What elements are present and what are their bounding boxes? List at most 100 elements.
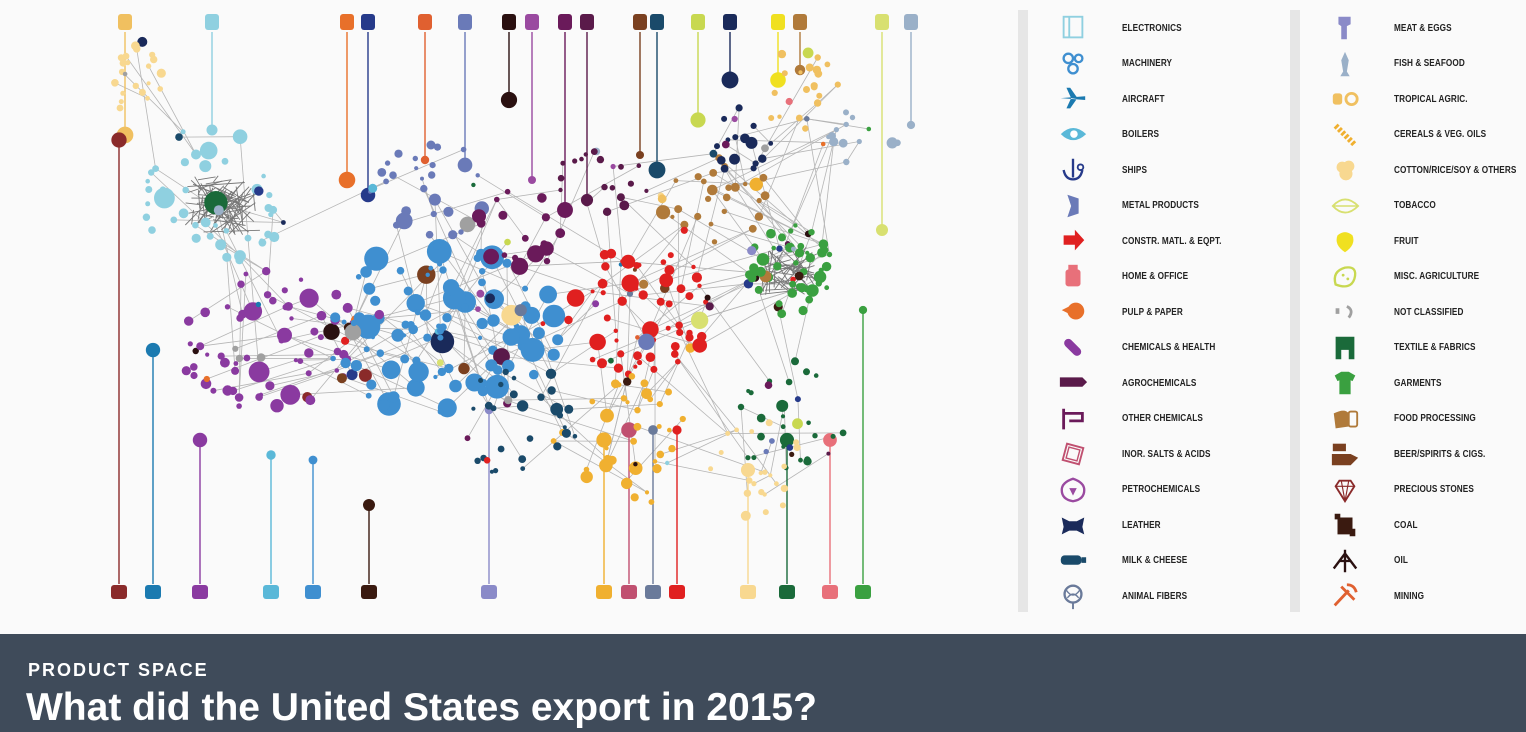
product-node xyxy=(820,141,826,147)
product-node xyxy=(579,156,584,162)
mining-icon xyxy=(1328,581,1362,611)
product-node xyxy=(561,428,572,438)
product-node xyxy=(805,295,814,304)
product-node xyxy=(459,216,476,233)
product-node xyxy=(665,325,671,331)
network-edge xyxy=(626,293,631,382)
product-node xyxy=(150,55,158,64)
product-node xyxy=(527,175,537,185)
product-node xyxy=(758,154,767,163)
product-node xyxy=(599,458,613,473)
product-node xyxy=(793,443,801,452)
product-node xyxy=(589,356,596,363)
legend-item: LEATHER xyxy=(1056,507,1296,543)
product-node xyxy=(690,311,709,329)
network-edge xyxy=(205,179,232,185)
network-edge xyxy=(197,176,216,181)
network-edge xyxy=(546,248,631,295)
product-node xyxy=(608,357,614,364)
product-node xyxy=(341,319,347,325)
textile-icon xyxy=(1328,333,1362,363)
product-node xyxy=(278,337,285,344)
network-edge xyxy=(677,209,680,326)
network-edge xyxy=(238,284,242,398)
product-node xyxy=(476,218,486,228)
product-node xyxy=(330,312,341,323)
product-node xyxy=(779,432,795,448)
product-node xyxy=(572,434,578,439)
legend-item: ELECTRONICS xyxy=(1056,10,1296,46)
product-node xyxy=(344,324,362,341)
product-node xyxy=(282,303,289,311)
product-node xyxy=(818,267,824,273)
animal-fibers-icon xyxy=(1056,581,1090,611)
product-node xyxy=(305,370,312,377)
network-edge xyxy=(629,228,753,295)
product-node xyxy=(774,481,779,487)
product-node xyxy=(547,348,560,361)
product-node xyxy=(843,109,849,116)
product-node xyxy=(420,184,428,193)
product-node xyxy=(589,333,606,351)
product-node xyxy=(430,210,437,218)
network-edge xyxy=(712,129,837,191)
product-node xyxy=(793,260,799,266)
product-node xyxy=(552,334,564,346)
network-edge xyxy=(232,358,334,392)
product-node xyxy=(583,466,590,473)
product-node xyxy=(906,120,916,130)
network-edge xyxy=(496,199,526,239)
network-edge xyxy=(463,301,466,369)
legend-label: BEER/SPIRITS & CIGS. xyxy=(1394,448,1486,460)
product-node xyxy=(589,398,596,405)
category-end-icon xyxy=(740,585,756,599)
product-node xyxy=(760,191,770,201)
product-node xyxy=(376,349,385,358)
network-edge xyxy=(497,369,569,410)
product-node xyxy=(794,248,805,258)
product-node xyxy=(805,253,815,263)
product-node xyxy=(786,444,794,451)
product-node xyxy=(721,208,727,215)
product-node xyxy=(132,45,141,53)
product-node xyxy=(394,149,403,158)
network-edge xyxy=(758,289,790,383)
product-node xyxy=(691,272,703,283)
product-node xyxy=(148,169,155,176)
product-node xyxy=(803,457,812,466)
product-node xyxy=(813,373,819,378)
product-node xyxy=(709,185,717,193)
product-node xyxy=(523,306,541,324)
product-node xyxy=(119,59,127,67)
network-edge xyxy=(121,71,184,133)
network-edge xyxy=(223,186,249,203)
product-node xyxy=(145,186,153,193)
product-node xyxy=(381,360,401,380)
product-node xyxy=(323,323,340,340)
product-node xyxy=(580,470,593,484)
product-node xyxy=(557,202,573,218)
product-node xyxy=(368,183,378,193)
product-node xyxy=(648,425,658,435)
product-node xyxy=(299,288,319,308)
legend-label: FISH & SEAFOOD xyxy=(1394,58,1465,69)
product-node xyxy=(111,132,127,148)
product-node xyxy=(258,392,264,397)
product-node xyxy=(389,171,397,179)
product-node xyxy=(641,388,652,400)
product-node xyxy=(665,388,672,396)
legend-label: ANIMAL FIBERS xyxy=(1122,590,1188,602)
product-node xyxy=(705,195,712,202)
network-edge xyxy=(190,179,203,191)
network-edge xyxy=(667,429,737,464)
product-node xyxy=(566,289,585,307)
product-node xyxy=(145,63,152,69)
legend-item: BEER/SPIRITS & CIGS. xyxy=(1328,436,1526,472)
network-edge xyxy=(295,359,348,361)
product-node xyxy=(875,223,889,237)
product-node xyxy=(542,304,566,328)
product-node xyxy=(266,450,276,460)
product-node xyxy=(152,165,160,173)
product-node xyxy=(433,242,441,250)
network-edge xyxy=(225,230,282,341)
